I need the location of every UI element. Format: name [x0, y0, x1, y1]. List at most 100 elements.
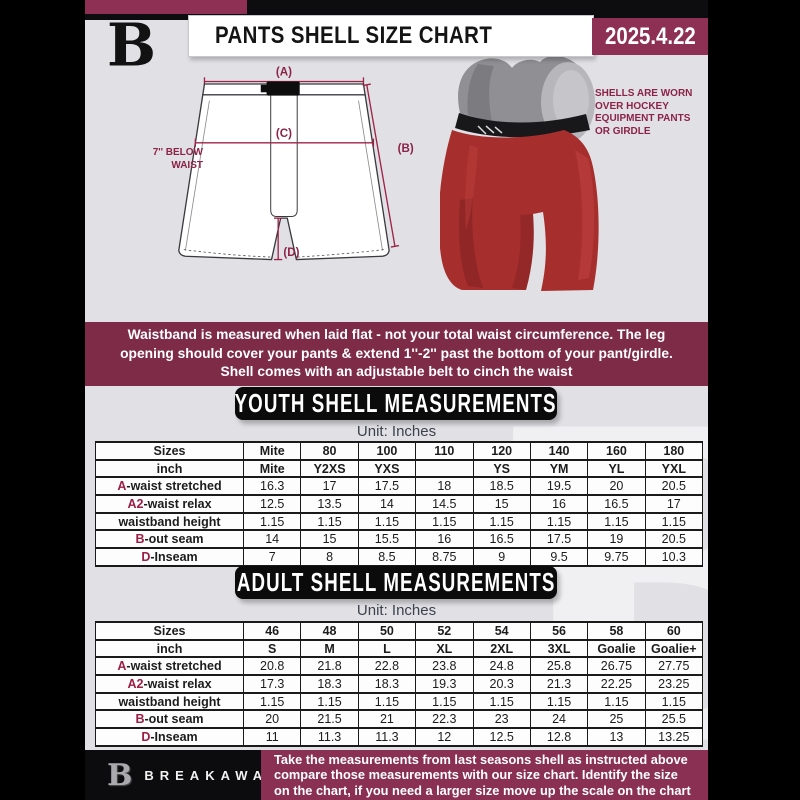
table-cell: 12.5 — [472, 727, 531, 747]
left-seam-line — [185, 100, 210, 251]
row-label-prefix: B — [135, 532, 145, 547]
table-cell: 11.3 — [300, 727, 359, 747]
footer-instructions: Take the measurements from last seasons … — [261, 750, 708, 800]
table-cell: 13.25 — [644, 727, 704, 747]
table-cell: 52 — [415, 621, 474, 641]
fly-panel — [270, 94, 298, 217]
table-cell: 16.5 — [472, 529, 531, 550]
youth-measurements-table: Sizes Mite 80 100 110 120 140 160 180 inch Mite Y2X… — [95, 441, 704, 567]
table-cell: 1.15 — [300, 511, 359, 532]
belt-tab — [260, 84, 269, 93]
table-cell: Y2XS — [300, 458, 359, 479]
table-cell: YXL — [644, 458, 704, 479]
table-cell: 23 — [472, 709, 531, 730]
table-cell: 120 — [472, 441, 531, 461]
table-cell: 22.8 — [357, 656, 417, 677]
table-cell: Goalie — [587, 638, 646, 659]
table-row: waistband height 1.15 1.15 1.15 1.15 1.15 1.15… — [95, 511, 704, 532]
table-cell: 12.5 — [242, 494, 302, 514]
footer-brand-name: BREAKAWAY — [144, 767, 282, 783]
table-cell: 1.15 — [357, 691, 417, 712]
table-cell: 8 — [300, 547, 359, 567]
table-row: B-out seam 14 15 15.5 16 16.5 17.5 19 20.5 — [95, 529, 704, 550]
table-cell: Mite — [242, 458, 302, 479]
row-label: waistband height — [95, 691, 244, 712]
table-cell: YXS — [357, 458, 417, 479]
table-cell: 18 — [415, 476, 474, 497]
table-cell: 8.5 — [357, 547, 417, 567]
footer-logo-icon: B — [107, 757, 133, 793]
row-label-prefix: D — [141, 549, 151, 564]
table-row: Sizes Mite 80 100 110 120 140 160 180 — [95, 441, 704, 461]
row-label-prefix: D — [141, 729, 151, 744]
shell-shadow-mid — [512, 214, 534, 290]
table-cell: 7 — [242, 547, 302, 567]
table-row: A-waist stretched 16.3 17 17.5 18 18.5 19.5 20 2… — [95, 476, 704, 497]
table-cell: 19.3 — [415, 674, 474, 694]
table-cell: 11.3 — [357, 727, 417, 747]
date-text: 2025.4.22 — [604, 22, 696, 50]
shell-pants — [440, 130, 599, 291]
table-row: D-Inseam 7 8 8.5 8.75 9 9.5 9.75 10.3 — [95, 547, 704, 567]
table-cell: 14 — [242, 529, 302, 550]
table-cell: 24.8 — [472, 656, 531, 677]
table-cell: 16 — [415, 529, 474, 550]
table-cell: 19.5 — [529, 476, 589, 497]
row-label-prefix: A2 — [127, 676, 144, 691]
table-cell: 25.5 — [644, 709, 704, 730]
table-cell: 12 — [415, 727, 474, 747]
table-cell: 21.3 — [529, 674, 589, 694]
table-cell: 15 — [300, 529, 359, 550]
table-cell: XL — [415, 638, 474, 659]
size-chart-page: B B PANTS SHELL SIZE CHART 2025.4.22 (A) — [85, 0, 708, 800]
table-cell: 10.3 — [644, 547, 704, 567]
girdle-shading — [467, 64, 494, 122]
table-row: A2-waist relax 12.5 13.5 14 14.5 15 16 16.5 17 — [95, 494, 704, 514]
belt-buckle-icon — [266, 81, 300, 96]
row-label: inch — [95, 458, 244, 479]
table-cell — [415, 458, 474, 479]
adult-unit-label: Unit: Inches — [356, 602, 437, 619]
table-cell: 1.15 — [242, 511, 302, 532]
row-label: Sizes — [95, 621, 244, 641]
table-cell: 58 — [587, 621, 646, 641]
diagram-label-d: (D) — [283, 247, 299, 259]
table-cell: 16 — [529, 494, 589, 514]
table-cell: 1.15 — [529, 511, 589, 532]
title-bar: PANTS SHELL SIZE CHART — [188, 15, 594, 57]
table-cell: Mite — [242, 441, 302, 461]
note-line: SHELLS ARE WORN — [595, 88, 693, 99]
row-label-prefix: A — [117, 479, 127, 494]
header-maroon-accent — [85, 0, 247, 14]
footer-line: Take the measurements from last seasons … — [274, 751, 688, 767]
table-cell: YM — [529, 458, 589, 479]
table-cell: 19 — [587, 529, 646, 550]
adult-section-title: ADULT SHELL MEASUREMENTS — [236, 567, 556, 597]
measure-line-d — [274, 217, 283, 261]
table-cell: 50 — [357, 621, 417, 641]
table-cell: 20 — [587, 476, 646, 497]
table-row: inch S M L XL 2XL 3XL Goalie Goalie+ — [95, 638, 704, 659]
table-cell: 14.5 — [415, 494, 474, 514]
table-cell: 160 — [587, 441, 646, 461]
below-waist-line2: WAIST — [171, 160, 203, 171]
table-cell: 21 — [357, 709, 417, 730]
row-label: A-waist stretched — [95, 476, 244, 497]
shell-photo-note: SHELLS ARE WORN OVER HOCKEY EQUIPMENT PA… — [595, 88, 707, 138]
shell-waistband — [455, 113, 590, 138]
table-cell: 56 — [529, 621, 589, 641]
table-cell: 20.5 — [644, 476, 704, 497]
table-cell: 48 — [300, 621, 359, 641]
table-cell: 20 — [242, 709, 302, 730]
row-label: inch — [95, 638, 244, 659]
table-cell: 17.5 — [357, 476, 417, 497]
below-waist-line1: 7'' BELOW — [152, 147, 203, 158]
table-cell: 9.75 — [587, 547, 646, 567]
row-label-prefix: A2 — [127, 496, 144, 511]
table-cell: M — [300, 638, 359, 659]
youth-section-title: YOUTH SHELL MEASUREMENTS — [235, 388, 557, 418]
table-cell: 24 — [529, 709, 589, 730]
table-cell: 25.8 — [529, 656, 589, 677]
table-cell: L — [357, 638, 417, 659]
table-cell: 20.5 — [644, 529, 704, 550]
